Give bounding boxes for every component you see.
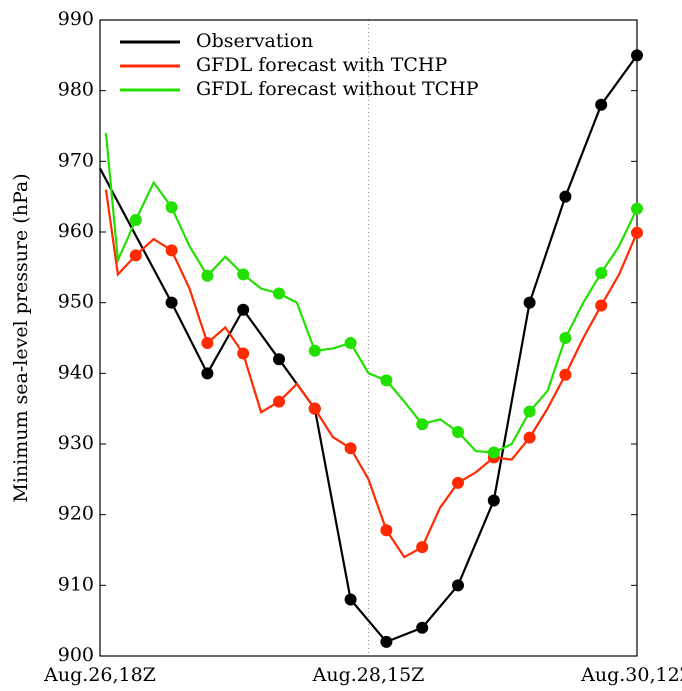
series-marker xyxy=(344,593,357,606)
series-line xyxy=(104,132,638,454)
y-tick-label: 920 xyxy=(58,503,94,525)
series-marker xyxy=(595,98,608,111)
series-marker xyxy=(380,524,393,537)
series-marker xyxy=(308,402,321,415)
series-marker xyxy=(344,442,357,455)
series-marker xyxy=(273,353,285,366)
series-marker xyxy=(416,541,429,554)
x-tick-label: Aug.28,15Z xyxy=(312,664,425,686)
y-tick-label: 980 xyxy=(58,79,94,101)
series-marker xyxy=(201,269,214,282)
series-line xyxy=(104,189,639,559)
series-marker xyxy=(344,336,357,349)
y-tick-label: 960 xyxy=(58,220,94,242)
series-marker xyxy=(523,431,536,444)
x-tick-label: Aug.30,12Z xyxy=(580,664,682,686)
series-marker xyxy=(595,299,608,312)
series-marker xyxy=(416,418,429,431)
x-tick-label: Aug.26,18Z xyxy=(43,664,156,686)
series-marker xyxy=(487,494,500,507)
series-marker xyxy=(165,296,178,309)
series-marker xyxy=(559,190,572,203)
y-tick-label: 970 xyxy=(58,149,94,171)
y-tick-label: 990 xyxy=(58,8,94,30)
series-marker xyxy=(452,476,464,489)
series-marker xyxy=(273,395,285,408)
series-marker xyxy=(237,303,250,316)
series-marker xyxy=(129,249,142,262)
legend-label: GFDL forecast without TCHP xyxy=(196,78,479,100)
series-marker xyxy=(452,425,464,438)
series-marker xyxy=(559,368,572,381)
series-marker xyxy=(487,446,500,459)
series-marker xyxy=(380,374,393,387)
y-tick-label: 930 xyxy=(58,432,94,454)
legend-label: Observation xyxy=(196,30,313,52)
series-marker xyxy=(559,332,572,344)
series-marker xyxy=(308,344,321,357)
series-marker xyxy=(523,296,536,309)
series-marker xyxy=(273,287,285,300)
series-marker xyxy=(237,268,250,281)
y-tick-label: 910 xyxy=(58,573,94,595)
y-axis-label: Minimum sea-level pressure (hPa) xyxy=(10,173,32,502)
series-marker xyxy=(129,213,142,226)
y-tick-label: 950 xyxy=(58,291,94,313)
series-marker xyxy=(165,244,178,257)
y-tick-label: 940 xyxy=(58,361,94,383)
legend-label: GFDL forecast with TCHP xyxy=(196,54,447,76)
series-marker xyxy=(416,621,429,634)
series-marker xyxy=(452,579,464,592)
y-tick-label: 900 xyxy=(58,644,94,666)
series-marker xyxy=(523,405,536,418)
series-marker xyxy=(237,347,250,360)
series-marker xyxy=(201,336,214,349)
series-marker xyxy=(201,367,214,380)
series-marker xyxy=(631,202,643,215)
series-marker xyxy=(631,226,643,239)
plot-frame xyxy=(99,19,638,657)
series-marker xyxy=(595,266,608,279)
series-marker xyxy=(380,635,393,648)
series-marker xyxy=(631,49,643,62)
series-marker xyxy=(165,201,178,214)
